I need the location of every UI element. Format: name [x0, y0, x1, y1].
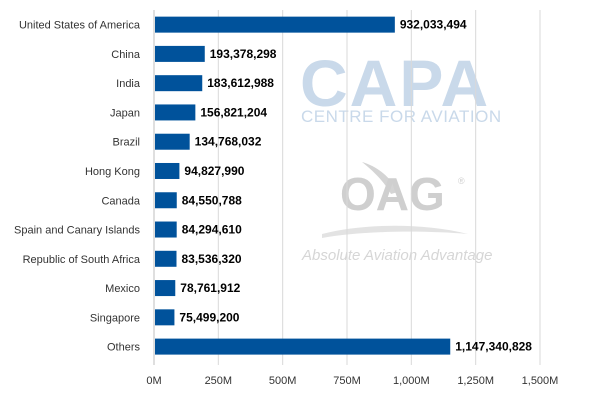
gridlines [217, 10, 541, 365]
oag-swoosh-icon [362, 162, 398, 194]
bar-10 [155, 309, 175, 326]
value-label-9: 78,761,912 [180, 281, 240, 295]
oag-watermark-tagline: Absolute Aviation Advantage [301, 247, 492, 264]
x-tick-label-5: 1,250M [457, 375, 494, 387]
registered-mark: ® [458, 176, 465, 186]
x-tick-label-0: 0M [146, 375, 161, 387]
bar-4 [155, 133, 190, 150]
bar-8 [155, 250, 177, 267]
category-label-4: Brazil [112, 137, 140, 149]
bar-6 [155, 192, 177, 209]
capa-watermark-logo: CAPA [300, 46, 490, 120]
category-label-7: Spain and Canary Islands [14, 225, 140, 237]
category-label-1: China [111, 49, 141, 61]
bar-2 [155, 75, 203, 92]
capa-watermark-subtitle: CENTRE FOR AVIATION [301, 107, 502, 126]
watermark: CAPA CENTRE FOR AVIATION OAG ® Absolute … [300, 46, 502, 264]
category-label-3: Japan [110, 107, 140, 119]
category-label-10: Singapore [90, 312, 140, 324]
bar-0 [155, 16, 395, 33]
value-label-5: 94,827,990 [184, 164, 244, 178]
x-tick-label-2: 500M [269, 375, 297, 387]
category-label-2: India [116, 78, 141, 90]
oag-wing-icon [322, 225, 468, 238]
bar-5 [155, 162, 180, 179]
bar-1 [155, 45, 205, 62]
value-label-2: 183,612,988 [207, 76, 274, 90]
x-tick-label-1: 250M [205, 375, 233, 387]
category-label-0: United States of America [19, 20, 141, 32]
x-tick-label-6: 1,500M [522, 375, 559, 387]
category-label-8: Republic of South Africa [23, 254, 141, 266]
value-label-6: 84,550,788 [182, 193, 242, 207]
value-label-3: 156,821,204 [200, 105, 267, 119]
category-labels: United States of America China India Japan B… [14, 20, 141, 354]
value-label-8: 83,536,320 [181, 252, 241, 266]
bar-7 [155, 221, 177, 238]
value-label-11: 1,147,340,828 [455, 340, 532, 354]
category-label-6: Canada [101, 195, 140, 207]
x-tick-label-4: 1,000M [393, 375, 430, 387]
value-label-7: 84,294,610 [182, 223, 242, 237]
value-label-10: 75,499,200 [179, 310, 239, 324]
category-label-9: Mexico [105, 283, 140, 295]
category-label-11: Others [107, 342, 141, 354]
value-labels: 932,033,494 193,378,298 183,612,988 156,821… [179, 18, 532, 354]
bar-11 [155, 338, 451, 355]
value-label-4: 134,768,032 [195, 135, 262, 149]
value-label-0: 932,033,494 [400, 18, 467, 32]
x-axis: 0M 250M 500M 750M 1,000M 1,250M 1,500M [146, 10, 558, 387]
category-label-5: Hong Kong [85, 166, 140, 178]
value-label-1: 193,378,298 [210, 47, 277, 61]
oag-watermark-logo: OAG [340, 168, 445, 220]
x-tick-label-3: 750M [333, 375, 361, 387]
bars [155, 16, 451, 355]
bar-9 [155, 280, 176, 297]
bar-3 [155, 104, 196, 121]
